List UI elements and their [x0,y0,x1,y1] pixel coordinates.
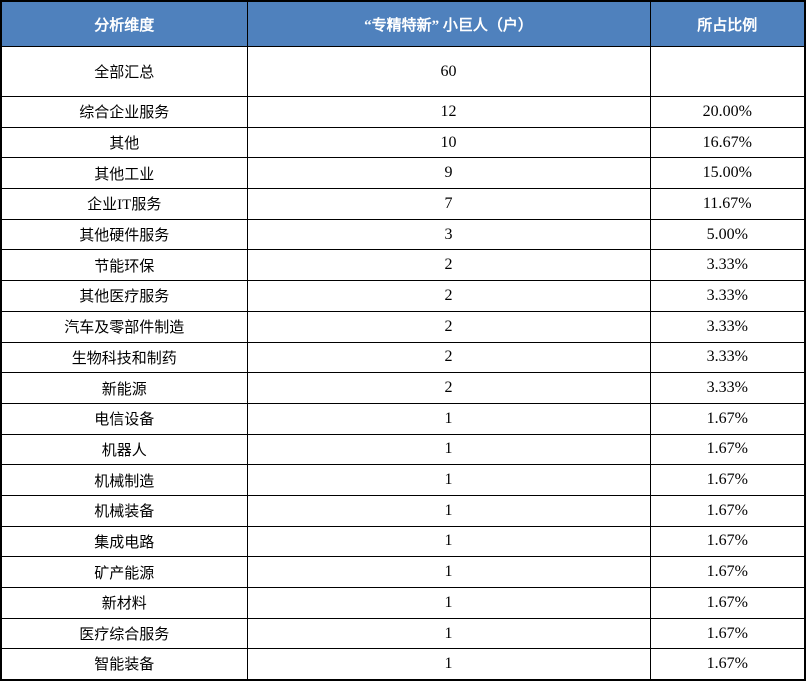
dimension-cell: 生物科技和制药 [0,341,248,374]
count-cell: 2 [246,341,651,374]
count-cell: 7 [246,188,651,220]
ratio-cell: 3.33% [649,249,806,282]
dimension-cell: 机械装备 [0,494,248,527]
table-row: 节能环保 2 3.33% [0,249,806,282]
table-row: 机械装备 1 1.67% [0,494,806,527]
table-row: 新材料 1 1.67% [0,587,806,619]
count-cell: 2 [246,280,651,312]
dimension-cell: 全部汇总 [0,46,248,97]
table-row: 综合企业服务 12 20.00% [0,96,806,128]
ratio-cell: 1.67% [649,648,806,681]
table-row-total: 全部汇总 60 [0,46,806,97]
count-cell: 1 [246,587,651,619]
count-cell: 1 [246,464,651,496]
table-row: 其他硬件服务 3 5.00% [0,218,806,251]
count-cell: 1 [246,617,651,650]
count-cell: 12 [246,96,651,128]
ratio-cell: 5.00% [649,218,806,251]
table-row: 其他医疗服务 2 3.33% [0,280,806,312]
table-row: 企业IT服务 7 11.67% [0,188,806,220]
dimension-cell: 集成电路 [0,525,248,558]
dimension-cell: 其他硬件服务 [0,218,248,251]
count-cell: 60 [246,46,651,97]
ratio-cell: 20.00% [649,96,806,128]
count-cell: 1 [246,525,651,558]
count-cell: 10 [246,126,651,159]
table-row: 机械制造 1 1.67% [0,464,806,496]
ratio-cell: 11.67% [649,188,806,220]
dimension-cell: 汽车及零部件制造 [0,310,248,343]
dimension-cell: 机械制造 [0,464,248,496]
table-row: 汽车及零部件制造 2 3.33% [0,310,806,343]
dimension-cell: 智能装备 [0,648,248,681]
table-row: 机器人 1 1.67% [0,433,806,466]
table-row: 医疗综合服务 1 1.67% [0,617,806,650]
ratio-cell: 3.33% [649,280,806,312]
ratio-cell: 16.67% [649,126,806,159]
table-row: 其他工业 9 15.00% [0,157,806,190]
count-cell: 3 [246,218,651,251]
dimension-cell: 其他工业 [0,157,248,190]
ratio-cell: 1.67% [649,433,806,466]
table-row: 集成电路 1 1.67% [0,525,806,558]
dimension-cell: 电信设备 [0,402,248,435]
column-header-count: “专精特新” 小巨人（户） [246,0,651,47]
dimension-cell: 其他医疗服务 [0,280,248,312]
ratio-cell: 1.67% [649,556,806,588]
count-cell: 1 [246,556,651,588]
dimension-cell: 矿产能源 [0,556,248,588]
table-row: 电信设备 1 1.67% [0,402,806,435]
table-header-row: 分析维度 “专精特新” 小巨人（户） 所占比例 [0,0,806,47]
table-row: 矿产能源 1 1.67% [0,556,806,588]
ratio-cell: 1.67% [649,525,806,558]
count-cell: 1 [246,433,651,466]
ratio-cell: 3.33% [649,341,806,374]
ratio-cell: 1.67% [649,464,806,496]
dimension-cell: 机器人 [0,433,248,466]
count-cell: 2 [246,372,651,404]
table-row: 智能装备 1 1.67% [0,648,806,681]
dimension-cell: 医疗综合服务 [0,617,248,650]
table-row: 生物科技和制药 2 3.33% [0,341,806,374]
ratio-cell: 1.67% [649,402,806,435]
column-header-dimension: 分析维度 [0,0,248,47]
ratio-cell: 1.67% [649,617,806,650]
count-cell: 1 [246,648,651,681]
ratio-cell [649,46,806,97]
table-row: 新能源 2 3.33% [0,372,806,404]
count-cell: 2 [246,310,651,343]
dimension-cell: 企业IT服务 [0,188,248,220]
count-cell: 2 [246,249,651,282]
ratio-cell: 15.00% [649,157,806,190]
ratio-cell: 1.67% [649,494,806,527]
ratio-cell: 3.33% [649,310,806,343]
count-cell: 1 [246,494,651,527]
table-row: 其他 10 16.67% [0,126,806,159]
count-cell: 1 [246,402,651,435]
count-cell: 9 [246,157,651,190]
dimension-cell: 其他 [0,126,248,159]
dimension-cell: 节能环保 [0,249,248,282]
dimension-cell: 综合企业服务 [0,96,248,128]
ratio-cell: 1.67% [649,587,806,619]
dimension-cell: 新能源 [0,372,248,404]
dimension-cell: 新材料 [0,587,248,619]
ratio-cell: 3.33% [649,372,806,404]
column-header-ratio: 所占比例 [649,0,806,47]
